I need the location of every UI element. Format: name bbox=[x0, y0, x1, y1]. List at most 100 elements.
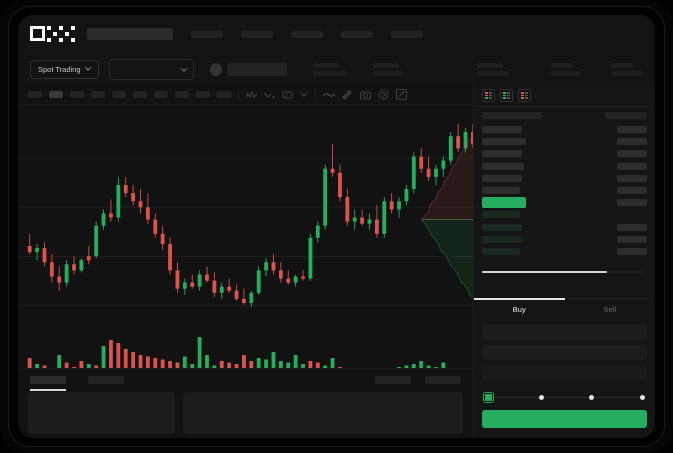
orderbook-size-cell bbox=[617, 150, 647, 158]
logo-o-icon bbox=[30, 25, 45, 41]
timeframe-5[interactable] bbox=[112, 91, 126, 98]
amount-stepper[interactable] bbox=[474, 390, 655, 404]
orderbook-price-cell bbox=[482, 247, 520, 255]
logo-x3-icon bbox=[70, 25, 75, 43]
drawing-tools-icon[interactable] bbox=[342, 89, 353, 100]
pair-avatar bbox=[210, 62, 223, 76]
orderbook-row[interactable] bbox=[482, 235, 647, 244]
ticker-stat-3 bbox=[477, 62, 509, 76]
okx-logo[interactable] bbox=[30, 25, 75, 43]
tab-buy[interactable]: Buy bbox=[474, 298, 565, 320]
submit-order-button[interactable] bbox=[482, 410, 647, 428]
alert-icon[interactable]: λ bbox=[282, 91, 293, 99]
price-chart[interactable] bbox=[18, 105, 473, 368]
timeframe-10[interactable] bbox=[217, 91, 231, 98]
orderbook-price-cell bbox=[482, 150, 522, 158]
orderbook-rows[interactable] bbox=[474, 107, 655, 275]
orderbook-header-row bbox=[482, 111, 647, 120]
logo-k2-icon bbox=[52, 26, 57, 43]
stepper-dot-3[interactable] bbox=[589, 394, 595, 400]
orderbook-size-cell bbox=[617, 174, 647, 182]
nav-item-3[interactable] bbox=[291, 30, 323, 38]
top-header bbox=[18, 15, 655, 53]
orderbook-row[interactable] bbox=[482, 223, 647, 232]
compare-icon[interactable] bbox=[264, 91, 275, 99]
orderbook-buy-icon[interactable] bbox=[500, 89, 513, 102]
orderbook-row[interactable] bbox=[482, 210, 647, 219]
timeframe-9[interactable] bbox=[196, 91, 210, 98]
orderbook-size-cell bbox=[617, 223, 647, 231]
orderbook-size-cell bbox=[617, 126, 647, 133]
order-form-row-1[interactable] bbox=[482, 325, 647, 340]
search-input[interactable] bbox=[87, 28, 173, 40]
stepper-dot-2[interactable] bbox=[538, 394, 544, 400]
orderbook-row[interactable] bbox=[482, 197, 647, 209]
orderbook-row[interactable] bbox=[482, 174, 647, 183]
order-form-row-2[interactable] bbox=[482, 345, 647, 360]
timeframe-8[interactable] bbox=[175, 91, 189, 98]
timeframe-7[interactable] bbox=[154, 91, 168, 98]
tab-sell[interactable]: Sell bbox=[603, 305, 616, 314]
settings-icon[interactable] bbox=[378, 89, 389, 100]
bottom-panel-2[interactable] bbox=[183, 392, 463, 434]
stepper-dot-4[interactable] bbox=[639, 394, 645, 400]
nav-item-1[interactable] bbox=[191, 30, 223, 38]
timeframe-2[interactable] bbox=[49, 91, 63, 98]
toolbar-divider-2 bbox=[315, 89, 316, 100]
indicator-icon[interactable] bbox=[246, 90, 257, 99]
camera-icon[interactable] bbox=[360, 90, 371, 100]
bottom-tab-right-2[interactable] bbox=[425, 375, 461, 384]
logo-x2-icon bbox=[64, 26, 69, 43]
order-form-row-3[interactable] bbox=[482, 365, 647, 380]
bottom-tab-2[interactable] bbox=[88, 375, 124, 384]
orderbook-scrollbar[interactable] bbox=[482, 271, 647, 273]
stepper-dot-1[interactable] bbox=[483, 391, 494, 403]
orderbook-row[interactable] bbox=[482, 162, 647, 171]
ticker-stat-1 bbox=[313, 62, 347, 76]
app-screen: Spot Trading bbox=[18, 15, 655, 438]
trade-side-tabs: Buy Sell bbox=[474, 298, 655, 320]
bottom-tab-1[interactable] bbox=[30, 375, 66, 391]
bottom-panel-1[interactable] bbox=[28, 392, 176, 434]
orderbook-size-cell bbox=[617, 211, 647, 218]
line-chart-icon[interactable] bbox=[323, 91, 335, 99]
nav-item-4[interactable] bbox=[341, 30, 373, 38]
bottom-tab-bar bbox=[18, 368, 473, 391]
orderbook-price-cell bbox=[482, 223, 522, 231]
market-type-dropdown[interactable]: Spot Trading bbox=[30, 59, 99, 79]
orderbook-price-cell bbox=[482, 162, 524, 170]
orderbook-price-cell bbox=[482, 174, 522, 182]
timeframe-6[interactable] bbox=[133, 91, 147, 98]
orderbook-both-icon[interactable] bbox=[482, 89, 495, 102]
orderbook-size-cell bbox=[617, 235, 647, 243]
chevron-down-icon[interactable] bbox=[300, 92, 308, 97]
header-nav bbox=[191, 30, 423, 38]
chart-toolbar: λ bbox=[18, 85, 473, 105]
timeframe-3[interactable] bbox=[70, 91, 84, 98]
order-form bbox=[474, 320, 655, 388]
orderbook-row[interactable] bbox=[482, 137, 647, 146]
orderbook-row[interactable] bbox=[482, 125, 647, 134]
bottom-tab-right-1[interactable] bbox=[375, 375, 411, 384]
pair-select[interactable] bbox=[108, 58, 195, 80]
orderbook-sell-icon[interactable] bbox=[518, 89, 531, 102]
ticker-price-placeholder bbox=[227, 62, 287, 76]
orderbook-price-cell bbox=[482, 126, 522, 133]
market-type-label: Spot Trading bbox=[38, 64, 81, 74]
orderbook-row[interactable] bbox=[482, 247, 647, 256]
orderbook-row[interactable] bbox=[482, 149, 647, 158]
nav-item-2[interactable] bbox=[241, 30, 273, 38]
fullscreen-icon[interactable] bbox=[396, 89, 407, 100]
orderbook-spread-cell bbox=[482, 197, 526, 209]
orderbook-size-cell bbox=[617, 199, 647, 207]
nav-item-5[interactable] bbox=[391, 30, 423, 38]
orderbook-price-cell bbox=[482, 138, 526, 146]
ticker-stat-4 bbox=[551, 62, 581, 76]
timeframe-4[interactable] bbox=[91, 91, 105, 98]
ticker-stat-5 bbox=[611, 62, 643, 76]
orderbook-row[interactable] bbox=[482, 186, 647, 195]
timeframe-1[interactable] bbox=[28, 91, 42, 98]
stepper-dots bbox=[483, 391, 645, 403]
toolbar-divider bbox=[238, 89, 239, 100]
